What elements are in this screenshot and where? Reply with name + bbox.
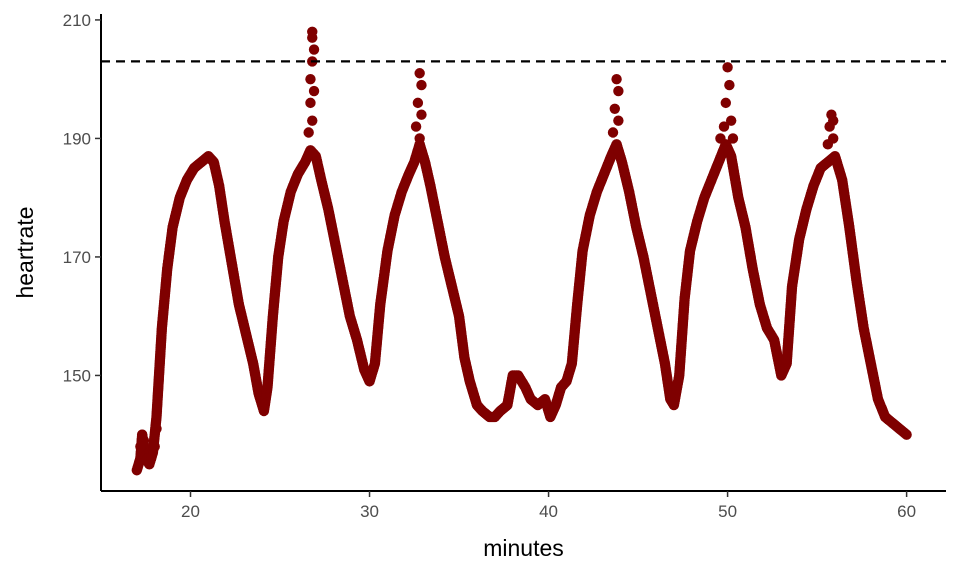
data-point [609,103,620,115]
axes-layer: 20 30 40 50 60 150 170 190 210 [63,11,946,521]
x-axis-title: minutes [483,535,564,561]
data-point [305,97,316,109]
data-point [715,133,726,144]
data-point [416,79,427,91]
data-point [611,73,622,85]
x-tick-label: 20 [181,502,200,521]
data-point [307,32,318,43]
data-point [725,115,737,126]
y-tick-label: 190 [63,129,91,148]
data-point [718,121,730,132]
data-point [308,44,320,55]
data-point [720,97,731,109]
y-tick-label: 170 [63,248,91,267]
x-tick-label: 30 [360,502,379,521]
data-point [151,423,162,434]
y-tick-label: 210 [63,11,91,30]
data-point [149,441,160,452]
data-point [724,79,735,91]
data-point [414,133,425,144]
data-point [135,441,146,452]
data-point [901,429,912,440]
data-point [824,121,835,132]
data-point [145,453,157,464]
data-point [822,139,834,150]
data-point [613,85,624,97]
data-point [410,121,422,132]
data-point [607,127,619,138]
data-point [308,85,320,97]
data-point [416,109,427,120]
y-tick-label: 150 [63,366,91,385]
data-point [613,115,624,126]
data-point [305,73,316,85]
data-point [307,115,318,126]
data-point [414,68,425,79]
points-layer [131,26,912,476]
x-tick-label: 40 [539,502,558,521]
data-point [727,133,739,144]
data-point [722,62,733,73]
data-point [303,127,314,138]
data-point [412,97,424,109]
x-axis-ticks: 20 30 40 50 60 [181,491,916,521]
x-tick-label: 60 [897,502,916,521]
y-axis-ticks: 150 170 190 210 [63,11,101,385]
y-axis-title: heartrate [12,206,38,298]
x-tick-label: 50 [718,502,737,521]
